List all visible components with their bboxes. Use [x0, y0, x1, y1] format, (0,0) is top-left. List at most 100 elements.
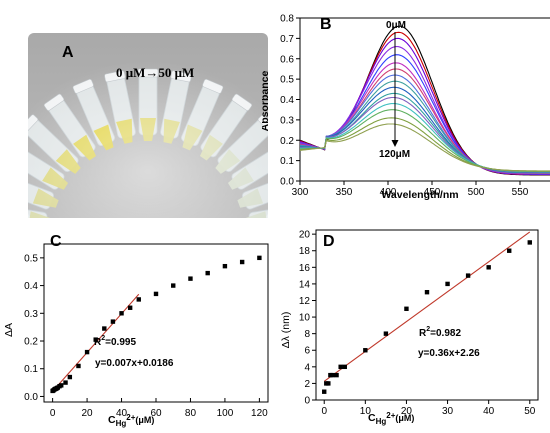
d-point [486, 265, 491, 270]
x-tick-label: 0 [321, 406, 327, 417]
c-fit-line [52, 293, 140, 392]
c-point [76, 363, 81, 369]
spectrum-line [299, 86, 550, 174]
d-point [507, 248, 512, 253]
c-point [63, 380, 68, 385]
c-point [171, 283, 176, 288]
d-point [424, 289, 430, 295]
x-tick-label: 350 [336, 187, 353, 198]
c-xlabel: CHg2+(μM) [108, 413, 154, 428]
y-tick-label: 0.2 [280, 136, 294, 147]
d-xlabel: CHg2+(μM) [368, 411, 414, 426]
y-tick-label: 0.3 [280, 115, 294, 126]
c-point [59, 383, 64, 388]
panel-a-label: 0 μM→50 μM [116, 65, 194, 80]
c-point [110, 319, 116, 324]
spectrum-line [299, 96, 550, 173]
y-tick-label: 0.4 [280, 95, 294, 106]
c-equation: y=0.007x+0.0186 [95, 358, 174, 369]
x-tick-label: 100 [217, 408, 234, 419]
d-point [342, 364, 347, 370]
panel-b-letter: B [320, 16, 332, 33]
spectrum-line [299, 123, 550, 172]
y-tick-label: 0.6 [280, 54, 294, 65]
d-ylabel: Δλ (nm) [280, 312, 292, 349]
c-point [93, 337, 98, 342]
y-tick-label: 0.5 [280, 75, 294, 86]
y-tick-label: 0.7 [280, 34, 294, 45]
x-tick-label: 50 [524, 406, 536, 417]
y-tick-label: 0.4 [24, 281, 38, 292]
y-tick-label: 8 [304, 329, 310, 340]
y-tick-label: 0.5 [24, 253, 38, 264]
y-tick-label: 6 [304, 346, 310, 357]
d-point [404, 306, 409, 311]
c-r2: R2=0.995 [94, 335, 136, 348]
b-xlabel: Wavelength/nm [381, 189, 458, 201]
c-point [153, 291, 159, 297]
c-point [222, 263, 228, 269]
plot-frame [299, 17, 550, 182]
d-point [322, 389, 327, 394]
d-point [334, 372, 339, 378]
y-tick-label: 4 [304, 362, 310, 373]
c-point [239, 259, 245, 265]
c-point [67, 374, 73, 380]
spectrum-line [299, 25, 550, 176]
x-tick-label: 30 [442, 406, 454, 417]
panel-a-letter: A [62, 44, 74, 61]
d-point [338, 364, 343, 370]
b-arrow [391, 32, 399, 147]
x-tick-label: 400 [380, 187, 397, 198]
x-tick-label: 10 [360, 406, 372, 417]
panel-b-chart: B 3003504004505005506000.00.10.20.30.40.… [262, 14, 550, 201]
y-tick-label: 0.3 [24, 309, 38, 320]
d-point [527, 240, 532, 245]
y-tick-label: 2 [304, 379, 310, 390]
x-tick-label: 40 [116, 408, 128, 419]
d-r2: R2=0.982 [419, 326, 461, 339]
y-tick-label: 20 [299, 230, 311, 241]
c-data-points [50, 255, 262, 394]
panel-d-letter: D [323, 233, 335, 250]
y-tick-label: 0.8 [280, 14, 294, 25]
c-point [257, 255, 262, 261]
x-tick-label: 20 [401, 406, 413, 417]
c-point [188, 276, 193, 281]
c-point [136, 297, 141, 302]
y-tick-label: 16 [299, 263, 311, 274]
spectrum-line [299, 74, 550, 174]
y-tick-label: 14 [299, 279, 311, 290]
panel-c-chart: C 0 20 40 60 80 100 120 0.0 0.1 0.2 0.3 0.4 0.5 R2=0… [3, 233, 269, 428]
d-point [326, 381, 331, 386]
c-ylabel: ΔA [3, 323, 15, 337]
b-bottom-annotation: 120μM [379, 149, 410, 160]
x-tick-label: 80 [185, 408, 197, 419]
spectra-curves [299, 25, 550, 176]
c-point [119, 311, 124, 316]
plot-frame [43, 243, 269, 403]
d-equation: y=0.36x+2.26 [418, 348, 480, 359]
y-tick-label: 18 [299, 246, 311, 257]
d-data-points [322, 240, 532, 394]
y-tick-label: 0.2 [24, 337, 38, 348]
c-point [102, 326, 107, 331]
c-point [84, 349, 90, 355]
c-point [127, 305, 133, 310]
y-tick-label: 0.1 [280, 156, 294, 167]
panel-c-letter: C [50, 233, 62, 250]
x-tick-label: 60 [150, 408, 162, 419]
y-tick-label: 0 [304, 396, 310, 407]
x-tick-label: 500 [468, 187, 485, 198]
y-tick-label: 0.0 [280, 177, 294, 188]
b-top-annotation: 0μM [386, 20, 406, 31]
d-point [465, 273, 471, 278]
b-ylabel: Absorbance [262, 71, 271, 132]
x-tick-label: 450 [424, 187, 441, 198]
panel-a-photo: A 0 μM→50 μM [28, 33, 268, 218]
x-tick-label: 300 [292, 187, 309, 198]
d-point [383, 331, 389, 336]
d-point [363, 348, 368, 353]
d-fit-line [323, 231, 531, 382]
d-point [330, 372, 335, 378]
